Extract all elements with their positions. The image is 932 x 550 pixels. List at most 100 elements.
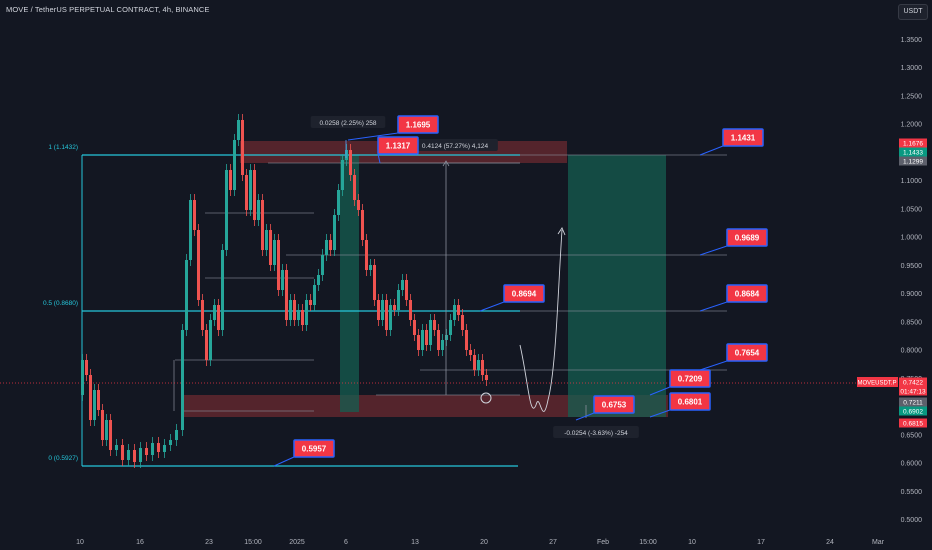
callout-label: 0.8684 — [735, 290, 760, 299]
callout-label: 0.8694 — [512, 290, 537, 299]
candle-body — [115, 445, 118, 450]
candle-body — [89, 375, 92, 420]
candle-body — [361, 210, 364, 240]
candle-body — [245, 175, 248, 210]
measure-label: 0.4124 (57.27%) 4,124 — [422, 143, 489, 150]
price-tick-label: 1.2500 — [901, 93, 923, 100]
callout-box — [397, 115, 439, 134]
price-tick-label: 1.3000 — [901, 65, 923, 72]
candle-body — [393, 305, 396, 310]
candle-body — [273, 240, 276, 265]
candle-body — [405, 280, 408, 300]
candle-body — [139, 448, 142, 462]
candle-body — [133, 450, 136, 462]
candle-body — [457, 305, 460, 315]
candle-body — [145, 448, 148, 455]
measure-label: -0.0254 (-3.63%) -254 — [564, 430, 628, 437]
candle-body — [453, 305, 456, 320]
candle-body — [385, 300, 388, 330]
callout-leader — [479, 301, 505, 312]
candle-body — [429, 320, 432, 345]
price-tick-label: 0.6000 — [901, 461, 923, 468]
time-tick-label: 23 — [205, 539, 213, 546]
price-tick-label: 0.8500 — [901, 319, 923, 326]
callout-leader — [699, 245, 728, 256]
candle-body — [469, 350, 472, 355]
candle-body — [151, 443, 154, 455]
price-tick-label: 1.2000 — [901, 122, 923, 129]
price-badge-label: 0.6815 — [903, 421, 923, 428]
candle-body — [127, 450, 130, 460]
candle-body — [265, 230, 268, 250]
candle-body — [101, 410, 104, 440]
candle-body — [433, 320, 436, 330]
candle-body — [465, 330, 468, 350]
candle-body — [461, 315, 464, 330]
time-tick-label: 6 — [344, 539, 348, 546]
candle-body — [241, 120, 244, 175]
price-badge-label: 0.7211 — [903, 400, 923, 407]
price-badge-label: 01:47:13 — [900, 389, 926, 396]
callout-box — [593, 395, 635, 414]
fib-level-label: 1 (1.1432) — [48, 144, 78, 151]
candle-body — [381, 300, 384, 320]
candle-body — [229, 170, 232, 190]
callout-label: 0.6801 — [678, 398, 703, 407]
candle-body — [121, 445, 124, 460]
price-badge — [899, 386, 927, 396]
symbol-title: MOVE / TetherUS PERPETUAL CONTRACT, 4h, … — [6, 5, 210, 14]
candle-body — [269, 230, 272, 265]
candle-body — [157, 443, 160, 452]
candle-body — [193, 200, 196, 230]
price-badge — [899, 156, 927, 166]
callout-leader — [347, 132, 399, 141]
currency-button[interactable]: USDT — [898, 4, 928, 20]
candle-body — [81, 360, 84, 395]
callout-leader — [575, 412, 595, 421]
candle-body — [233, 140, 236, 190]
price-tick-label: 0.9500 — [901, 263, 923, 270]
candle-body — [421, 330, 424, 350]
candle-body — [257, 200, 260, 220]
fib-level-label: 0.5 (0.8680) — [43, 300, 78, 307]
callout-box — [669, 369, 711, 388]
callout-leader — [649, 386, 671, 396]
price-tick-label: 1.3500 — [901, 37, 923, 44]
candle-body — [185, 260, 188, 330]
price-badge — [899, 406, 927, 416]
candle-body — [281, 270, 284, 290]
callout-label: 0.7654 — [735, 349, 760, 358]
price-badge-label: 1.1676 — [903, 141, 923, 148]
candle-body — [413, 320, 416, 335]
candle-body — [85, 360, 88, 375]
callout-leader — [699, 145, 724, 156]
candle-body — [109, 420, 112, 450]
candle-body — [105, 420, 108, 440]
candle-body — [205, 330, 208, 360]
price-badge-label: 1.1299 — [903, 159, 923, 166]
candle-body — [449, 320, 452, 335]
symbol-tag-label: MOVEUSDT.P — [857, 381, 896, 387]
candle-body — [409, 300, 412, 320]
candle-body — [373, 265, 376, 300]
price-tick-label: 1.0000 — [901, 235, 923, 242]
candle-body — [217, 305, 220, 330]
candle-body — [485, 375, 488, 380]
candle-body — [175, 430, 178, 440]
candle-body — [349, 150, 352, 175]
measure-arrow — [442, 160, 450, 167]
candle-body — [313, 285, 316, 305]
callout-leader — [649, 409, 671, 418]
callout-leader — [273, 456, 295, 467]
candle-body — [397, 290, 400, 310]
target-zone — [568, 155, 666, 417]
candle-body — [329, 240, 332, 250]
callout-label: 0.5957 — [302, 445, 327, 454]
callout-label: 0.6753 — [602, 401, 627, 410]
candle-body — [337, 190, 340, 215]
candle-body — [277, 240, 280, 290]
candle-body — [389, 305, 392, 330]
candle-body — [445, 335, 448, 340]
